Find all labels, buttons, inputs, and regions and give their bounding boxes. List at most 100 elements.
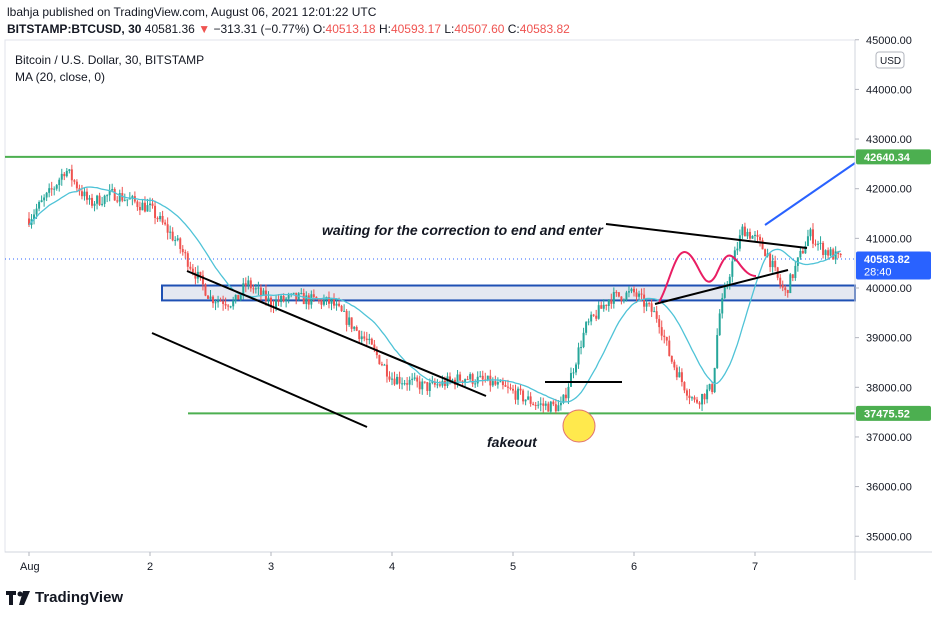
candle-body: [718, 313, 721, 336]
candle-body: [391, 378, 393, 380]
candle-body: [151, 203, 154, 206]
candle-body: [360, 336, 363, 340]
candle-body: [327, 296, 330, 304]
candle-body: [438, 384, 441, 386]
candle-body: [759, 236, 762, 241]
candle-body: [232, 300, 235, 307]
drawing-layer: [151, 162, 856, 443]
candle-body: [648, 303, 651, 305]
candle-body: [413, 377, 416, 379]
candle-body: [786, 290, 789, 294]
candle-body: [214, 302, 217, 304]
candle-body: [259, 287, 262, 296]
candle-body: [108, 190, 111, 196]
candle-body: [138, 206, 141, 211]
series-legend[interactable]: Bitcoin / U.S. Dollar, 30, BITSTAMP: [15, 53, 205, 67]
price-change: −313.31 (−0.77%): [213, 22, 310, 36]
candle-body: [562, 394, 565, 403]
candle-body: [111, 189, 114, 191]
candle-body: [393, 378, 396, 385]
candle-body: [756, 234, 759, 237]
close-label: C:: [507, 22, 520, 36]
candle-body: [302, 292, 305, 305]
candle-body: [191, 268, 194, 273]
candle-body: [501, 381, 504, 386]
y-tick-label: 39000.00: [866, 333, 912, 345]
candle-body: [398, 376, 401, 384]
candle-body: [375, 349, 378, 356]
candle-body: [85, 191, 88, 200]
candle-body: [738, 235, 741, 249]
candle-body: [519, 388, 522, 391]
candle-body: [597, 305, 600, 319]
candle-body: [83, 191, 86, 197]
price-tag-label: 40583.82: [864, 254, 910, 266]
candle-body: [627, 291, 630, 293]
candle-body: [141, 202, 144, 211]
candle-body: [70, 169, 73, 181]
candle-body: [249, 280, 252, 289]
fakeout-marker: [562, 409, 596, 443]
candle-body: [600, 305, 603, 309]
candle-body: [355, 326, 358, 331]
candle-body: [708, 384, 711, 390]
indicator-legend[interactable]: MA (20, close, 0): [15, 70, 106, 84]
candle-body: [602, 304, 605, 309]
candle-body: [534, 404, 537, 406]
candle-body: [257, 287, 260, 289]
brand-name: TradingView: [35, 589, 124, 606]
candle-body: [751, 235, 754, 239]
candle-body: [421, 381, 424, 390]
candle-body: [522, 390, 525, 402]
candle-body: [38, 201, 41, 209]
triangle-lower-line: [654, 269, 789, 305]
candle-body: [517, 388, 520, 400]
candle-body: [401, 383, 404, 385]
candle-body: [832, 249, 835, 260]
candle-body: [809, 229, 812, 237]
candle-body: [512, 388, 514, 391]
high-label: H:: [378, 22, 391, 36]
candle-body: [620, 296, 623, 301]
candle-body: [350, 317, 353, 329]
candle-body: [93, 203, 96, 206]
candle-body: [242, 283, 245, 295]
candle-body: [186, 253, 189, 267]
candle-body: [733, 250, 736, 262]
candle-body: [340, 305, 343, 312]
candle-body: [370, 338, 373, 345]
candle-body: [254, 288, 257, 290]
candle-body: [663, 335, 666, 338]
high-value: 40593.17: [390, 22, 441, 36]
candle-body: [698, 402, 701, 405]
x-tick-label: Aug: [20, 561, 40, 573]
candle-body: [834, 251, 837, 260]
candle-body: [101, 203, 104, 205]
candle-body: [174, 240, 177, 242]
candle-body: [595, 315, 598, 319]
candle-body: [380, 364, 383, 366]
candle-body: [650, 303, 653, 312]
candle-body: [212, 296, 215, 304]
candle-body: [552, 401, 555, 405]
candle-body: [653, 311, 656, 313]
candle-body: [489, 375, 492, 386]
candle-body: [35, 208, 38, 215]
candle-body: [630, 288, 633, 292]
candle-body: [403, 383, 406, 385]
x-tick-label: 6: [631, 561, 637, 573]
candle-body: [668, 340, 671, 356]
candle-body: [275, 300, 278, 308]
tradingview-logo[interactable]: TradingView: [6, 589, 123, 606]
ma-layer: [28, 186, 841, 403]
candle-body: [665, 337, 668, 341]
candle-body: [234, 294, 237, 301]
candle-body: [322, 300, 325, 305]
candle-body: [131, 196, 134, 199]
candle-body: [784, 287, 787, 291]
candle-body: [406, 383, 409, 385]
candle-body: [819, 242, 822, 244]
candle-body: [63, 173, 66, 177]
candle-body: [713, 367, 716, 393]
